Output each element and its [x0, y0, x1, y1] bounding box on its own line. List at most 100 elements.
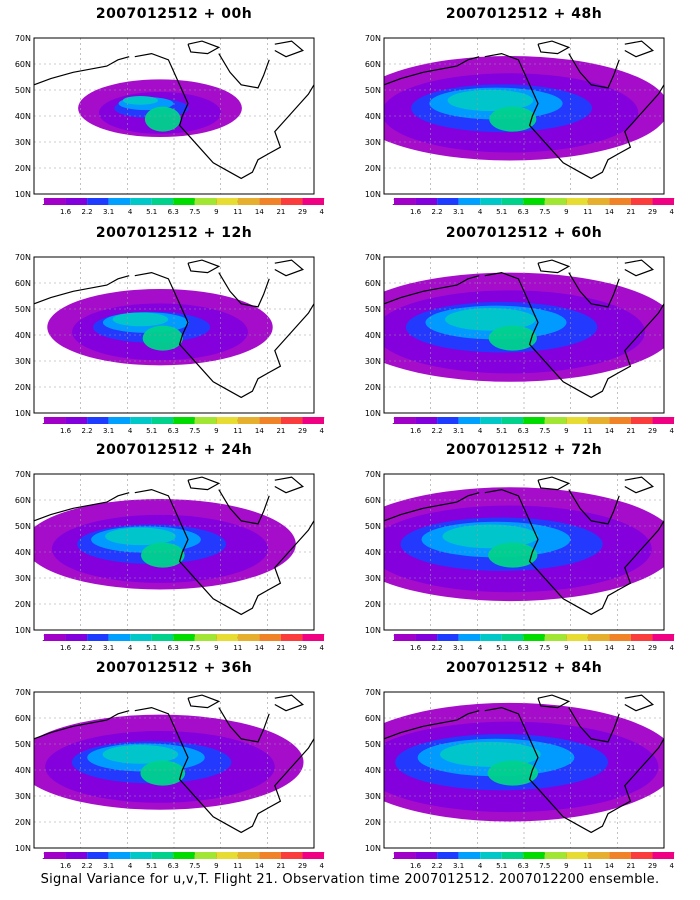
colorbar-label: 3.1	[453, 862, 464, 870]
colorbar-label: 40	[320, 644, 324, 652]
colorbar-label: 7.5	[189, 208, 200, 216]
colorbar-label: 1.6	[410, 862, 422, 870]
lat-tick-label: 50N	[15, 740, 31, 749]
colorbar-swatch	[237, 417, 260, 424]
colorbar-label: 21	[276, 427, 285, 435]
lat-tick-label: 60N	[15, 714, 31, 723]
colorbar: 1.6 2.2 3.1 4 5.1 6.3 7.5 9 11 14 21 29 40	[44, 634, 324, 652]
colorbar-swatch	[501, 417, 524, 424]
colorbar-swatch	[130, 852, 152, 859]
variance-map: 10N20N30N40N50N60N70N180160W140W120W100W…	[350, 682, 690, 878]
map-frame	[383, 37, 665, 195]
colorbar-swatch	[280, 634, 303, 641]
coastline	[33, 710, 130, 740]
colorbar-label: 21	[276, 644, 285, 652]
colorbar-swatch	[194, 198, 217, 205]
colorbar-label: 40	[670, 862, 674, 870]
coastline	[484, 271, 665, 399]
colorbar-swatch	[523, 852, 545, 859]
coastline	[274, 476, 304, 494]
lat-tick-label: 60N	[365, 60, 381, 69]
colorbar-label: 3.1	[103, 644, 114, 652]
variance-map: 10N20N30N40N50N60N70N180160W140W120W100W…	[350, 28, 690, 224]
colorbar-swatch	[415, 198, 438, 205]
lat-tick-label: 40N	[365, 112, 381, 121]
colorbar-swatch	[544, 852, 567, 859]
variance-contour	[144, 106, 181, 132]
lat-tick-label: 50N	[365, 305, 381, 314]
lat-tick-label: 50N	[15, 305, 31, 314]
variance-contour	[142, 325, 183, 351]
colorbar-label: 40	[670, 644, 674, 652]
colorbar-label: 40	[670, 208, 674, 216]
coastline	[134, 271, 315, 399]
colorbar-label: 11	[233, 644, 242, 652]
colorbar-label: 11	[233, 208, 242, 216]
variance-map: 10N20N30N40N50N60N70N180160W140W120W100W…	[350, 464, 690, 660]
lat-tick-label: 40N	[15, 331, 31, 340]
colorbar-label: 11	[233, 862, 242, 870]
colorbar-swatch	[259, 852, 281, 859]
colorbar-label: 5.1	[496, 644, 507, 652]
coastline	[187, 40, 221, 55]
map-frame	[33, 691, 315, 849]
colorbar-swatch	[609, 198, 631, 205]
colorbar-label: 14	[255, 644, 264, 652]
colorbar-label: 29	[648, 427, 657, 435]
map-panel: 2007012512 + 36h10N20N30N40N50N60N70N180…	[0, 660, 340, 878]
colorbar-label: 7.5	[189, 862, 200, 870]
colorbar-swatch	[544, 417, 567, 424]
colorbar-label: 1.6	[60, 862, 72, 870]
colorbar-label: 14	[255, 862, 264, 870]
coastline	[383, 710, 480, 740]
colorbar: 1.6 2.2 3.1 4 5.1 6.3 7.5 9 11 14 21 29 40	[44, 198, 324, 216]
colorbar-label: 14	[605, 644, 614, 652]
colorbar-label: 6.3	[518, 427, 529, 435]
colorbar-swatch	[501, 198, 524, 205]
colorbar-swatch	[216, 634, 238, 641]
colorbar-swatch	[652, 634, 674, 641]
colorbar-swatch	[566, 417, 588, 424]
map-panel: 2007012512 + 12h10N20N30N40N50N60N70N180…	[0, 225, 340, 443]
colorbar-label: 5.1	[496, 862, 507, 870]
colorbar-label: 4	[478, 427, 483, 435]
colorbar-swatch	[480, 852, 502, 859]
colorbar-label: 2.2	[432, 208, 443, 216]
colorbar-label: 21	[276, 208, 285, 216]
map-panel: 2007012512 + 72h10N20N30N40N50N60N70N180…	[350, 442, 690, 660]
colorbar-label: 40	[320, 427, 324, 435]
colorbar-label: 29	[648, 644, 657, 652]
lat-tick-label: 60N	[15, 496, 31, 505]
colorbar-label: 3.1	[453, 208, 464, 216]
colorbar: 1.6 2.2 3.1 4 5.1 6.3 7.5 9 11 14 21 29 40	[394, 417, 674, 435]
colorbar-swatch	[280, 417, 303, 424]
colorbar-swatch	[280, 852, 303, 859]
coastline	[134, 52, 315, 180]
figure-caption: Signal Variance for u,v,T. Flight 21. Ob…	[40, 872, 660, 887]
panel-title: 2007012512 + 48h	[445, 6, 603, 22]
coastline	[218, 489, 270, 525]
colorbar-swatch	[108, 852, 131, 859]
map-frame	[33, 473, 315, 631]
lat-tick-label: 10N	[15, 409, 31, 418]
colorbar-label: 14	[605, 208, 614, 216]
colorbar-swatch	[652, 417, 674, 424]
colorbar-swatch	[630, 634, 653, 641]
lat-tick-label: 30N	[365, 792, 381, 801]
lat-tick-label: 20N	[15, 600, 31, 609]
variance-contour	[488, 542, 538, 568]
variance-contour	[440, 741, 541, 767]
lat-tick-label: 60N	[15, 60, 31, 69]
variance-contour	[112, 312, 169, 327]
colorbar-label: 7.5	[189, 644, 200, 652]
colorbar-swatch	[173, 634, 195, 641]
lat-tick-label: 30N	[15, 357, 31, 366]
coastline	[218, 707, 270, 743]
variance-contour	[445, 308, 536, 331]
lat-tick-label: 20N	[365, 164, 381, 173]
colorbar-label: 5.1	[496, 427, 507, 435]
map-frame	[383, 691, 665, 849]
lat-tick-label: 40N	[15, 766, 31, 775]
colorbar-swatch	[630, 198, 653, 205]
colorbar-label: 6.3	[168, 644, 179, 652]
